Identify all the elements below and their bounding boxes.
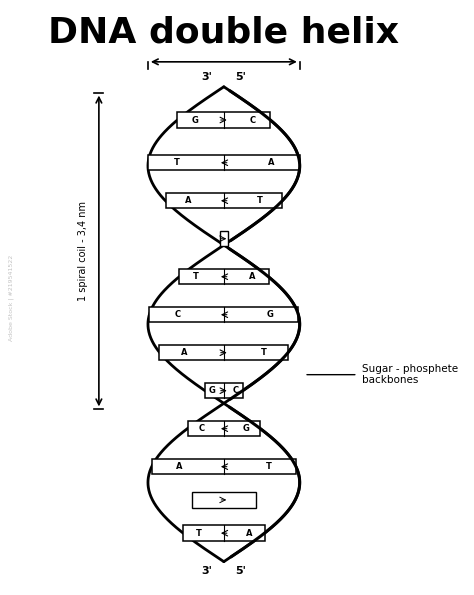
Bar: [179, 269, 269, 284]
Text: 1 spiral coil - 3,4 nm: 1 spiral coil - 3,4 nm: [78, 201, 88, 301]
Text: A: A: [176, 462, 182, 471]
Text: A: A: [184, 196, 191, 205]
Text: C: C: [250, 115, 256, 124]
Bar: [149, 307, 299, 322]
Text: A: A: [267, 158, 274, 167]
Bar: [205, 383, 243, 399]
Text: C: C: [174, 310, 181, 319]
Text: T: T: [257, 196, 263, 205]
Text: 3': 3': [202, 72, 213, 82]
Text: Sugar - phosphete
backbones: Sugar - phosphete backbones: [362, 364, 458, 386]
Text: C: C: [198, 424, 204, 433]
Text: A: A: [181, 348, 187, 357]
Text: 5': 5': [235, 566, 246, 577]
Text: G: G: [209, 386, 215, 395]
Text: DNA double helix: DNA double helix: [48, 15, 399, 49]
Text: T: T: [265, 462, 272, 471]
Bar: [183, 525, 264, 541]
Text: 3': 3': [202, 566, 213, 577]
Bar: [220, 231, 228, 246]
Bar: [165, 193, 282, 208]
Bar: [159, 345, 288, 361]
Text: A: A: [246, 529, 252, 538]
Text: 5': 5': [235, 72, 246, 82]
Text: Adobe Stock | #219541522: Adobe Stock | #219541522: [9, 255, 14, 340]
Bar: [188, 421, 260, 436]
Text: G: G: [191, 115, 199, 124]
Bar: [152, 459, 296, 474]
Bar: [148, 155, 300, 170]
Text: C: C: [233, 386, 239, 395]
Bar: [191, 492, 256, 508]
Bar: [177, 112, 270, 128]
Text: T: T: [193, 273, 199, 281]
Text: T: T: [196, 529, 201, 538]
Text: G: G: [267, 310, 273, 319]
Text: T: T: [261, 348, 267, 357]
Text: A: A: [248, 273, 255, 281]
Text: T: T: [174, 158, 180, 167]
Text: G: G: [243, 424, 250, 433]
